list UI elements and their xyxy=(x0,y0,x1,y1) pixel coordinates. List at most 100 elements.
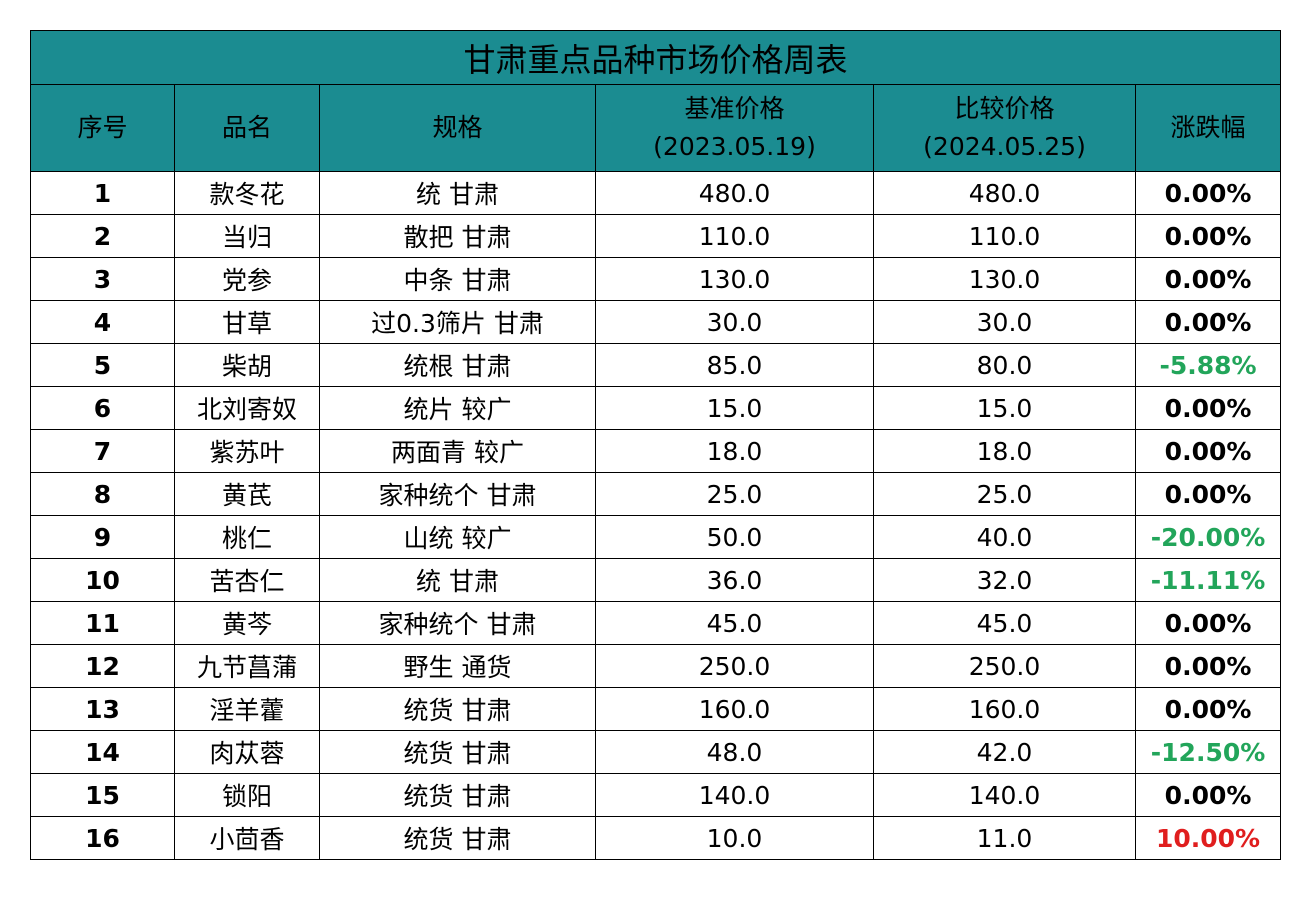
header-row: 序号 品名 规格 基准价格 (2023.05.19) 比较价格 (2024.05… xyxy=(30,84,1282,172)
header-compare-date: (2024.05.25) xyxy=(923,132,1086,161)
cell-spec: 统货 甘肃 xyxy=(319,730,596,774)
cell-compare-price: 45.0 xyxy=(873,601,1136,645)
cell-compare-price: 140.0 xyxy=(873,773,1136,817)
cell-compare-price: 80.0 xyxy=(873,343,1136,387)
cell-index: 9 xyxy=(30,515,175,559)
table-title: 甘肃重点品种市场价格周表 xyxy=(29,30,1282,85)
cell-base-price: 85.0 xyxy=(595,343,874,387)
cell-name: 小茴香 xyxy=(174,816,320,860)
cell-spec: 两面青 较广 xyxy=(319,429,596,473)
cell-base-price: 250.0 xyxy=(595,644,874,688)
cell-spec: 统片 较广 xyxy=(319,386,596,430)
cell-name: 北刘寄奴 xyxy=(174,386,320,430)
cell-name: 款冬花 xyxy=(174,171,320,215)
cell-spec: 家种统个 甘肃 xyxy=(319,601,596,645)
cell-name: 锁阳 xyxy=(174,773,320,817)
cell-index: 2 xyxy=(30,214,175,258)
cell-spec: 过0.3筛片 甘肃 xyxy=(319,300,596,344)
cell-base-price: 110.0 xyxy=(595,214,874,258)
cell-spec: 家种统个 甘肃 xyxy=(319,472,596,516)
header-base-date: (2023.05.19) xyxy=(653,132,816,161)
cell-index: 3 xyxy=(30,257,175,301)
cell-index: 12 xyxy=(30,644,175,688)
cell-change: 10.00% xyxy=(1134,816,1282,860)
cell-base-price: 48.0 xyxy=(595,730,874,774)
cell-change: -20.00% xyxy=(1134,515,1282,559)
header-base-price: 基准价格 (2023.05.19) xyxy=(595,84,874,172)
table-row: 7 紫苏叶 两面青 较广 18.0 18.0 0.00% xyxy=(30,429,1282,473)
table-row: 12 九节菖蒲 野生 通货 250.0 250.0 0.00% xyxy=(30,644,1282,688)
cell-index: 1 xyxy=(30,171,175,215)
cell-change: 0.00% xyxy=(1134,386,1282,430)
cell-name: 柴胡 xyxy=(174,343,320,387)
cell-base-price: 30.0 xyxy=(595,300,874,344)
cell-compare-price: 30.0 xyxy=(873,300,1136,344)
cell-compare-price: 15.0 xyxy=(873,386,1136,430)
cell-spec: 统货 甘肃 xyxy=(319,773,596,817)
table-row: 3 党参 中条 甘肃 130.0 130.0 0.00% xyxy=(30,257,1282,301)
cell-name: 苦杏仁 xyxy=(174,558,320,602)
cell-index: 11 xyxy=(30,601,175,645)
cell-base-price: 50.0 xyxy=(595,515,874,559)
table-row: 10 苦杏仁统 甘肃 36.0 32.0 -11.11% xyxy=(30,558,1282,602)
cell-base-price: 25.0 xyxy=(595,472,874,516)
cell-compare-price: 18.0 xyxy=(873,429,1136,473)
cell-compare-price: 40.0 xyxy=(873,515,1136,559)
cell-change: 0.00% xyxy=(1134,773,1282,817)
cell-compare-price: 160.0 xyxy=(873,687,1136,731)
table-row: 15 锁阳 统货 甘肃 140.0 140.0 0.00% xyxy=(30,773,1282,817)
cell-index: 16 xyxy=(30,816,175,860)
cell-index: 10 xyxy=(30,558,175,602)
table-row: 2 当归 散把 甘肃 110.0 110.0 0.00% xyxy=(30,214,1282,258)
cell-name: 桃仁 xyxy=(174,515,320,559)
cell-name: 紫苏叶 xyxy=(174,429,320,473)
cell-index: 13 xyxy=(30,687,175,731)
cell-change: 0.00% xyxy=(1134,601,1282,645)
cell-spec: 统货 甘肃 xyxy=(319,816,596,860)
cell-change: 0.00% xyxy=(1134,257,1282,301)
cell-compare-price: 110.0 xyxy=(873,214,1136,258)
cell-spec: 中条 甘肃 xyxy=(319,257,596,301)
cell-index: 4 xyxy=(30,300,175,344)
cell-name: 肉苁蓉 xyxy=(174,730,320,774)
cell-spec: 野生 通货 xyxy=(319,644,596,688)
table-row: 9 桃仁 山统 较广 50.0 40.0 -20.00% xyxy=(30,515,1282,559)
cell-base-price: 140.0 xyxy=(595,773,874,817)
cell-base-price: 130.0 xyxy=(595,257,874,301)
cell-index: 6 xyxy=(30,386,175,430)
cell-spec: 统根 甘肃 xyxy=(319,343,596,387)
cell-index: 14 xyxy=(30,730,175,774)
cell-spec: 统 甘肃 xyxy=(319,558,596,602)
cell-spec: 统 甘肃 xyxy=(319,171,596,215)
cell-change: -5.88% xyxy=(1134,343,1282,387)
header-spec: 规格 xyxy=(319,84,596,172)
cell-change: 0.00% xyxy=(1134,472,1282,516)
cell-base-price: 45.0 xyxy=(595,601,874,645)
cell-index: 15 xyxy=(30,773,175,817)
cell-index: 7 xyxy=(30,429,175,473)
cell-change: 0.00% xyxy=(1134,300,1282,344)
cell-name: 九节菖蒲 xyxy=(174,644,320,688)
cell-spec: 统货 甘肃 xyxy=(319,687,596,731)
table-row: 5 柴胡 统根 甘肃 85.0 80.0 -5.88% xyxy=(30,343,1282,387)
cell-name: 甘草 xyxy=(174,300,320,344)
table-row: 8 黄芪 家种统个 甘肃 25.0 25.0 0.00% xyxy=(30,472,1282,516)
cell-name: 党参 xyxy=(174,257,320,301)
cell-compare-price: 42.0 xyxy=(873,730,1136,774)
cell-change: -12.50% xyxy=(1134,730,1282,774)
table-row: 11 黄芩 家种统个 甘肃 45.0 45.0 0.00% xyxy=(30,601,1282,645)
cell-change: 0.00% xyxy=(1134,171,1282,215)
cell-index: 8 xyxy=(30,472,175,516)
cell-change: 0.00% xyxy=(1134,429,1282,473)
cell-base-price: 36.0 xyxy=(595,558,874,602)
table-row: 16 小茴香 统货 甘肃 10.0 11.0 10.00% xyxy=(30,816,1282,860)
cell-spec: 山统 较广 xyxy=(319,515,596,559)
cell-compare-price: 250.0 xyxy=(873,644,1136,688)
table-row: 1 款冬花统 甘肃 480.0 480.0 0.00% xyxy=(30,171,1282,215)
cell-compare-price: 32.0 xyxy=(873,558,1136,602)
table-row: 6 北刘寄奴 统片 较广 15.0 15.0 0.00% xyxy=(30,386,1282,430)
cell-change: 0.00% xyxy=(1134,687,1282,731)
cell-compare-price: 480.0 xyxy=(873,171,1136,215)
cell-compare-price: 25.0 xyxy=(873,472,1136,516)
cell-base-price: 15.0 xyxy=(595,386,874,430)
